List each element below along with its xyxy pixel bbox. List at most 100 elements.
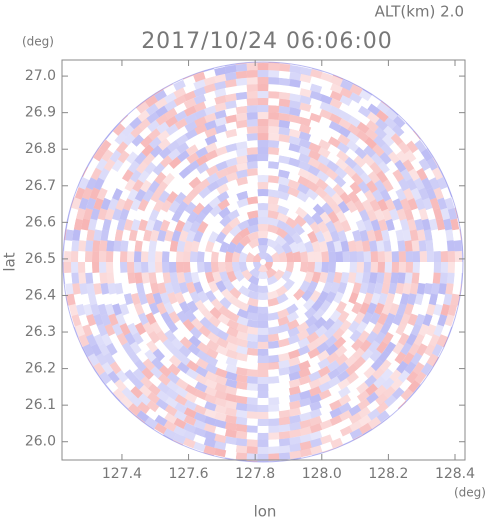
- field-cell: [378, 292, 388, 305]
- field-cell: [215, 231, 227, 244]
- field-cell: [405, 262, 413, 273]
- field-cell: [155, 398, 169, 411]
- field-cell: [357, 181, 370, 194]
- field-cell: [90, 343, 102, 357]
- field-cell: [389, 303, 400, 316]
- field-cell: [225, 128, 238, 139]
- field-cell: [160, 292, 171, 305]
- field-cell: [450, 218, 460, 231]
- field-cell: [158, 190, 170, 203]
- field-cell: [148, 272, 157, 284]
- field-cell: [204, 120, 217, 131]
- field-cell: [373, 229, 383, 242]
- field-cell: [177, 158, 191, 171]
- field-cell: [83, 303, 93, 316]
- field-cell: [400, 198, 411, 211]
- field-cell: [356, 321, 368, 334]
- field-cell: [267, 196, 280, 205]
- field-cell: [193, 79, 206, 90]
- field-cell: [223, 279, 235, 292]
- field-cell: [278, 176, 290, 186]
- field-cell: [335, 353, 349, 366]
- field-cell: [214, 73, 227, 84]
- field-cell: [135, 229, 145, 242]
- field-cell: [329, 407, 343, 419]
- field-cell: [349, 420, 363, 432]
- field-cell: [217, 313, 230, 326]
- field-cell: [223, 232, 235, 245]
- field-cell: [171, 229, 182, 242]
- field-cell: [376, 110, 389, 123]
- field-cell: [127, 107, 137, 116]
- field-cell: [268, 361, 280, 370]
- field-cell: [157, 373, 171, 386]
- field-cell: [373, 376, 386, 389]
- field-cell: [236, 338, 248, 348]
- field-cell: [190, 240, 200, 253]
- field-cell: [120, 240, 129, 252]
- field-cell: [312, 203, 326, 216]
- field-cell: [428, 293, 438, 306]
- field-cell: [447, 251, 456, 262]
- field-cell: [394, 159, 407, 173]
- field-cell: [275, 227, 288, 239]
- field-cell: [405, 333, 418, 346]
- field-cell: [288, 128, 301, 139]
- field-cell: [129, 394, 142, 408]
- field-cell: [289, 421, 302, 431]
- field-cell: [106, 251, 114, 262]
- field-cell: [168, 200, 181, 213]
- field-cell: [164, 181, 177, 195]
- field-cell: [257, 216, 269, 225]
- field-cell: [307, 355, 321, 367]
- field-cell: [225, 371, 238, 381]
- field-cell: [450, 293, 460, 306]
- field-cell: [296, 313, 309, 326]
- field-cell: [93, 333, 105, 347]
- field-cell: [348, 219, 359, 232]
- field-cell: [257, 404, 269, 413]
- field-cell: [78, 197, 89, 210]
- field-cell: [68, 207, 79, 220]
- field-cell: [362, 357, 375, 370]
- field-cell: [216, 175, 229, 187]
- field-cell: [177, 361, 190, 374]
- field-cell: [356, 251, 364, 262]
- field-cell: [153, 311, 165, 325]
- field-cell: [182, 291, 193, 304]
- field-cell: [344, 229, 355, 242]
- field-cell: [453, 272, 462, 284]
- field-cell: [225, 385, 238, 396]
- field-cell: [384, 116, 397, 130]
- field-cell: [287, 334, 300, 345]
- field-cell: [139, 126, 152, 140]
- field-cell: [309, 423, 323, 434]
- field-cell: [121, 387, 135, 400]
- field-cell: [173, 433, 186, 445]
- field-cell: [268, 425, 280, 433]
- field-cell: [267, 297, 279, 307]
- field-cell: [124, 332, 136, 346]
- field-cell: [257, 153, 269, 162]
- field-cell: [226, 319, 239, 330]
- field-cell: [174, 410, 187, 422]
- field-cell: [268, 453, 280, 461]
- field-cell: [328, 262, 337, 273]
- field-cell: [257, 91, 269, 99]
- field-cell: [336, 150, 349, 163]
- field-cell: [162, 338, 175, 352]
- field-cell: [236, 162, 248, 172]
- field-cell: [317, 365, 331, 378]
- field-cell: [268, 397, 280, 405]
- field-cell: [161, 347, 174, 361]
- field-cell: [257, 84, 269, 92]
- field-cell: [226, 270, 237, 283]
- field-cell: [108, 178, 121, 191]
- field-cell: [351, 301, 363, 315]
- field-cell: [268, 432, 280, 440]
- field-cell: [294, 214, 307, 227]
- field-cell: [288, 356, 301, 367]
- field-cell: [321, 202, 334, 215]
- field-cell: [268, 376, 280, 384]
- field-cell: [224, 64, 237, 74]
